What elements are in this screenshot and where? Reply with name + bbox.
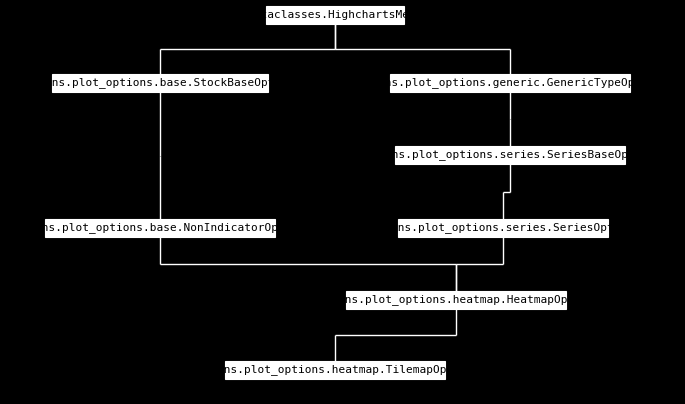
Text: options.plot_options.series.SeriesBaseOptions: options.plot_options.series.SeriesBaseOp… xyxy=(358,149,662,160)
Text: options.plot_options.generic.GenericTypeOptions: options.plot_options.generic.GenericType… xyxy=(351,78,669,88)
FancyBboxPatch shape xyxy=(45,219,275,237)
FancyBboxPatch shape xyxy=(395,146,625,164)
FancyBboxPatch shape xyxy=(390,74,630,92)
FancyBboxPatch shape xyxy=(225,361,445,379)
FancyBboxPatch shape xyxy=(266,6,404,24)
Text: metaclasses.HighchartsMeta: metaclasses.HighchartsMeta xyxy=(247,10,423,20)
FancyBboxPatch shape xyxy=(346,291,566,309)
Text: options.plot_options.series.SeriesOptions: options.plot_options.series.SeriesOption… xyxy=(364,223,641,234)
Text: options.plot_options.base.NonIndicatorOptions: options.plot_options.base.NonIndicatorOp… xyxy=(8,223,312,234)
Text: options.plot_options.base.StockBaseOptions: options.plot_options.base.StockBaseOptio… xyxy=(18,78,302,88)
Text: options.plot_options.heatmap.TilemapOptions: options.plot_options.heatmap.TilemapOpti… xyxy=(190,364,480,375)
FancyBboxPatch shape xyxy=(52,74,268,92)
Text: options.plot_options.heatmap.HeatmapOptions: options.plot_options.heatmap.HeatmapOpti… xyxy=(311,295,601,305)
FancyBboxPatch shape xyxy=(397,219,608,237)
